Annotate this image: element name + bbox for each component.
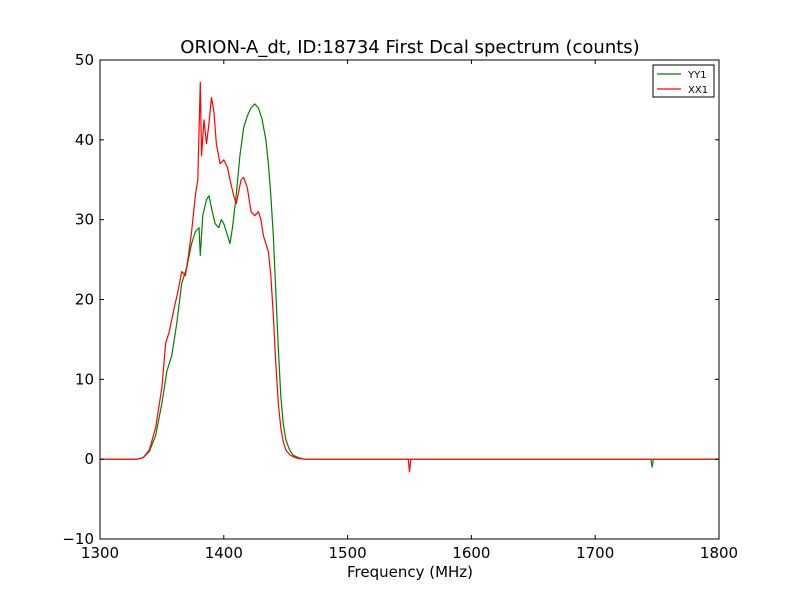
y-tick-label: 20 — [75, 291, 94, 309]
y-tick-label: 40 — [75, 131, 94, 149]
series-layer — [100, 81, 719, 473]
legend-box — [652, 64, 715, 98]
x-axis-label: Frequency (MHz) — [347, 563, 473, 581]
x-tick-label: 1400 — [205, 544, 243, 562]
chart-title: ORION-A_dt, ID:18734 First Dcal spectrum… — [180, 37, 639, 58]
series-line-xx1 — [100, 81, 719, 473]
legend-label-xx1: XX1 — [688, 85, 708, 96]
x-tick-label: 1300 — [81, 544, 119, 562]
y-tick-label: −10 — [62, 530, 94, 548]
x-tick-label: 1800 — [700, 544, 738, 562]
x-tick-label: 1500 — [329, 544, 367, 562]
x-tick-label: 1600 — [452, 544, 490, 562]
series-line-yy1 — [100, 103, 719, 468]
y-tick-label: 50 — [75, 51, 94, 69]
y-tick-label: 30 — [75, 211, 94, 229]
y-tick-label: 0 — [84, 450, 94, 468]
legend-label-yy1: YY1 — [687, 70, 707, 81]
y-tick-label: 10 — [75, 370, 94, 388]
x-tick-label: 1700 — [576, 544, 614, 562]
ticks-layer: 1300 1400 1500 1600 1700 1800 −10 0 10 20 30 40 50 — [62, 51, 738, 562]
